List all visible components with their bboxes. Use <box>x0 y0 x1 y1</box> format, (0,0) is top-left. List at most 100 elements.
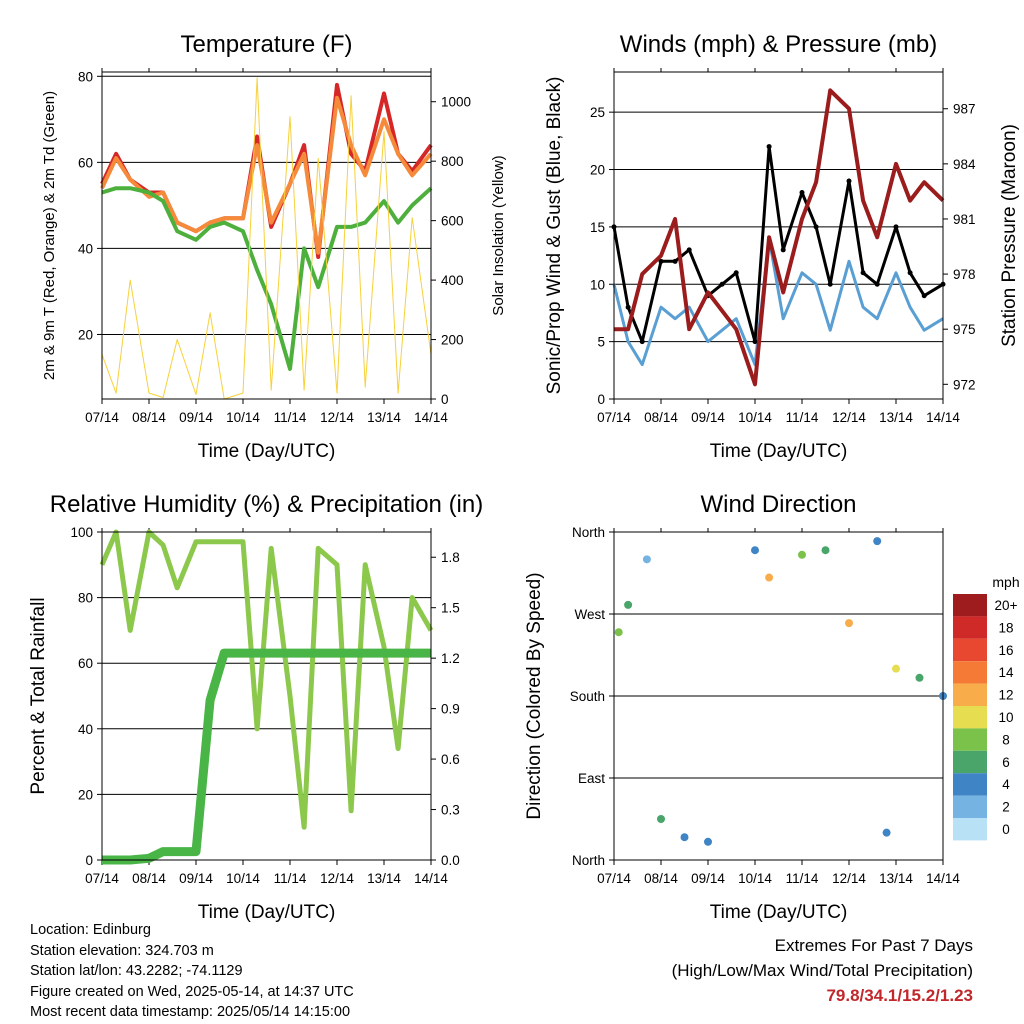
extremes-values: 79.8/34.1/15.2/1.23 <box>826 986 973 1005</box>
chart-temperature: Temperature (F)2040608002004006008001000… <box>41 31 507 462</box>
data-point <box>813 224 819 230</box>
data-point <box>751 546 759 555</box>
x-tick-label: 12/14 <box>832 871 866 886</box>
data-point <box>752 339 758 345</box>
y-tick-label: 20 <box>78 787 93 802</box>
x-tick-label: 09/14 <box>691 410 725 425</box>
x-tick-label: 14/14 <box>414 871 448 886</box>
data-point <box>780 247 786 253</box>
x-tick-label: 14/14 <box>926 410 960 425</box>
y-tick-label: 20 <box>590 163 605 178</box>
x-tick-label: 07/14 <box>597 871 631 886</box>
y2-tick-label: 1.2 <box>441 651 460 666</box>
extremes-title: Extremes For Past 7 Days <box>774 936 973 955</box>
y-tick-label: 20 <box>78 327 93 342</box>
data-point <box>642 555 651 564</box>
y-tick-label: 10 <box>590 277 605 292</box>
y-tick-label: West <box>574 607 605 622</box>
chart-wind_direction: Wind Direction North East South West North 07/… <box>524 491 1020 923</box>
x-tick-label: 12/14 <box>320 410 354 425</box>
chart-title: Wind Direction <box>700 491 856 518</box>
x-tick-label: 09/14 <box>179 871 213 886</box>
data-point <box>846 178 852 184</box>
data-point <box>625 304 631 310</box>
data-point <box>845 619 853 628</box>
x-tick-label: 12/14 <box>320 871 354 886</box>
colorbar-label: 14 <box>998 665 1014 680</box>
y-tick-label: 0 <box>597 392 605 407</box>
x-axis-label: Time (Day/UTC) <box>198 902 336 923</box>
colorbar-swatch <box>953 795 987 818</box>
data-point <box>799 189 805 195</box>
series-line <box>614 88 945 387</box>
data-point <box>882 828 891 837</box>
y-tick-label: 25 <box>590 105 605 120</box>
y-tick-label: 80 <box>78 591 93 606</box>
x-tick-label: 08/14 <box>644 871 678 886</box>
x-tick-label: 13/14 <box>367 410 401 425</box>
y-tick-label: South <box>570 689 605 704</box>
x-tick-label: 08/14 <box>132 410 166 425</box>
colorbar-swatch <box>953 683 987 706</box>
colorbar-unit: mph <box>992 574 1019 590</box>
x-tick-label: 07/14 <box>597 410 631 425</box>
plot-frame <box>613 531 944 861</box>
y-tick-label: East <box>578 771 605 786</box>
data-point <box>873 537 882 546</box>
y-tick-label: 0 <box>85 853 93 868</box>
data-point <box>719 281 725 287</box>
colorbar-label: 16 <box>998 643 1013 658</box>
y2-tick-label: 984 <box>953 157 976 172</box>
y2-tick-label: 0 <box>441 392 449 407</box>
colorbar-swatch <box>953 750 987 774</box>
chart-title: Winds (mph) & Pressure (mb) <box>620 31 937 58</box>
x-tick-label: 10/14 <box>226 410 260 425</box>
y-axis-label: 2m & 9m T (Red, Orange) & 2m Td (Green) <box>41 91 58 380</box>
y2-tick-label: 975 <box>953 322 976 337</box>
data-point <box>686 247 692 253</box>
y2-tick-label: 800 <box>441 154 464 169</box>
colorbar-swatch <box>953 638 987 662</box>
y2-axis-label: Solar Insolation (Yellow) <box>490 155 507 315</box>
plot-frame <box>101 531 432 861</box>
data-point <box>860 270 866 276</box>
y-tick-label: 80 <box>78 69 93 84</box>
chart-winds: Winds (mph) & Pressure (mb) 0 5 10 15 20 25 972… <box>544 31 1020 462</box>
x-axis-label: Time (Day/UTC) <box>198 441 336 462</box>
x-tick-label: 10/14 <box>738 871 772 886</box>
x-tick-label: 09/14 <box>179 410 213 425</box>
x-tick-label: 11/14 <box>786 410 819 425</box>
data-point <box>893 224 899 230</box>
y2-tick-label: 0.0 <box>441 853 460 868</box>
data-point <box>624 600 633 609</box>
x-tick-label: 08/14 <box>644 410 678 425</box>
x-tick-label: 11/14 <box>274 871 307 886</box>
data-point <box>639 339 645 345</box>
x-tick-label: 13/14 <box>879 410 913 425</box>
y-tick-label: North <box>572 525 605 540</box>
y2-tick-label: 0.3 <box>441 803 460 818</box>
y2-tick-label: 200 <box>441 333 464 348</box>
colorbar-label: 6 <box>1002 755 1010 770</box>
chart-title: Relative Humidity (%) & Precipitation (i… <box>50 491 483 518</box>
y2-axis-label: Station Pressure (Maroon) <box>999 124 1020 347</box>
x-tick-label: 07/14 <box>85 871 119 886</box>
data-point <box>704 837 712 846</box>
series-line <box>101 77 432 400</box>
created-text: Figure created on Wed, 2025-05-14, at 14… <box>30 983 354 1000</box>
y-tick-label: North <box>572 853 605 868</box>
y2-tick-label: 0.6 <box>441 752 460 767</box>
y2-tick-label: 1.8 <box>441 550 460 565</box>
plot-frame <box>613 71 944 400</box>
x-tick-label: 14/14 <box>414 410 448 425</box>
x-tick-label: 13/14 <box>367 871 401 886</box>
y2-tick-label: 0.9 <box>441 702 460 717</box>
x-tick-label: 13/14 <box>879 871 913 886</box>
extremes-box: Extremes For Past 7 Days (High/Low/Max W… <box>672 933 973 1008</box>
y-tick-label: 100 <box>70 525 93 540</box>
colorbar-label: 10 <box>998 710 1013 725</box>
data-point <box>892 664 900 673</box>
y-tick-label: 15 <box>590 220 605 235</box>
colorbar-label: 0 <box>1002 822 1010 837</box>
